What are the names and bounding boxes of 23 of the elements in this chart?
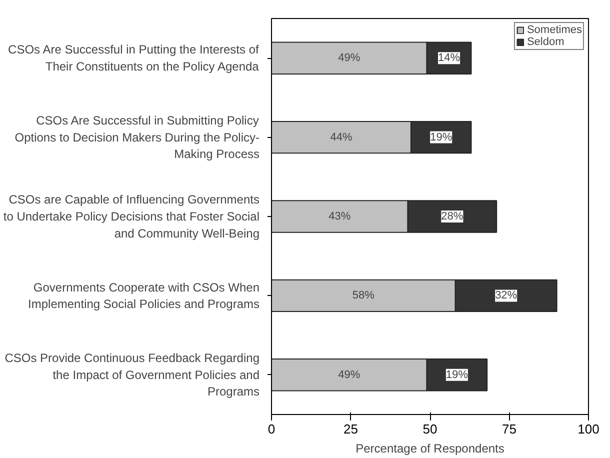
data-label: 43%	[328, 210, 351, 222]
y-tick-label: CSOs are Capable of Influencing Governments to Undertake Policy Decisions that Foster Social and Community Well-Being	[3, 192, 260, 240]
legend-label: Seldom	[526, 36, 564, 48]
x-tick-label: 50	[422, 422, 438, 436]
data-label: 19%	[430, 131, 452, 144]
data-label: 44%	[330, 131, 352, 144]
x-axis-title: Percentage of Respondents	[356, 442, 504, 456]
data-label: 49%	[338, 52, 360, 64]
legend-label: Sometimes	[526, 24, 582, 36]
x-tick-label: 100	[578, 422, 600, 436]
y-tick-label: CSOs Are Successful in Putting the Interests of Their Constituents on the Policy Agenda	[8, 42, 260, 74]
data-label: 14%	[438, 52, 460, 64]
x-tick-label: 0	[268, 422, 276, 436]
data-label: 58%	[352, 290, 375, 302]
data-label: 28%	[441, 210, 464, 222]
x-tick-label: 25	[344, 422, 358, 436]
y-tick-label: CSOs Provide Continuous Feedback Regarding the Impact of Government Policies and Programs	[4, 351, 260, 399]
x-tick-label: 75	[502, 422, 516, 436]
data-label: 32%	[495, 290, 518, 302]
data-label: 49%	[338, 368, 360, 381]
y-tick-label: Governments Cooperate with CSOs When Implementing Social Policies and Programs	[28, 280, 260, 312]
data-label: 19%	[446, 368, 468, 381]
y-tick-label: CSOs Are Successful in Submitting Policy Options to Decision Makers During the Policy- Making Process	[14, 114, 260, 162]
